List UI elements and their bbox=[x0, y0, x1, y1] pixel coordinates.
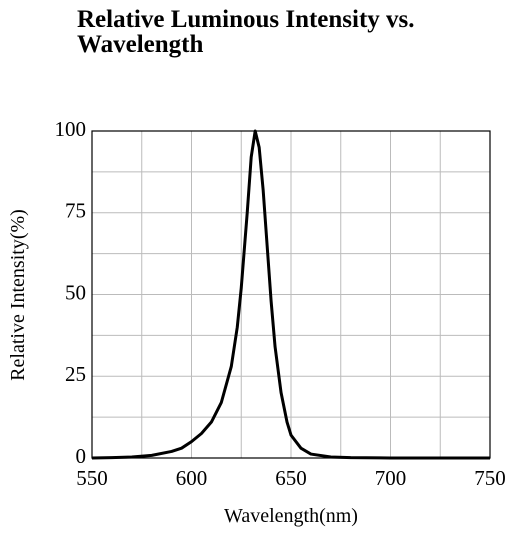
y-tick-label: 75 bbox=[65, 199, 86, 223]
x-tick-label: 700 bbox=[375, 466, 407, 490]
y-tick-label: 100 bbox=[55, 117, 87, 141]
plot-frame bbox=[91, 130, 491, 459]
y-tick-label: 50 bbox=[65, 280, 86, 304]
x-tick-label: 750 bbox=[474, 466, 506, 490]
x-tick-label: 650 bbox=[275, 466, 307, 490]
y-tick-label: 25 bbox=[65, 362, 86, 386]
y-tick-label: 0 bbox=[76, 444, 87, 468]
x-tick-label: 600 bbox=[176, 466, 208, 490]
x-tick-label: 550 bbox=[76, 466, 108, 490]
chart-subtitle: Wavelength bbox=[77, 31, 203, 58]
y-axis-label: Relative Intensity(%) bbox=[7, 209, 29, 381]
chart-title: Relative Luminous Intensity vs. bbox=[77, 6, 415, 33]
x-axis-label: Wavelength(nm) bbox=[224, 505, 358, 527]
data-line bbox=[91, 129, 490, 460]
